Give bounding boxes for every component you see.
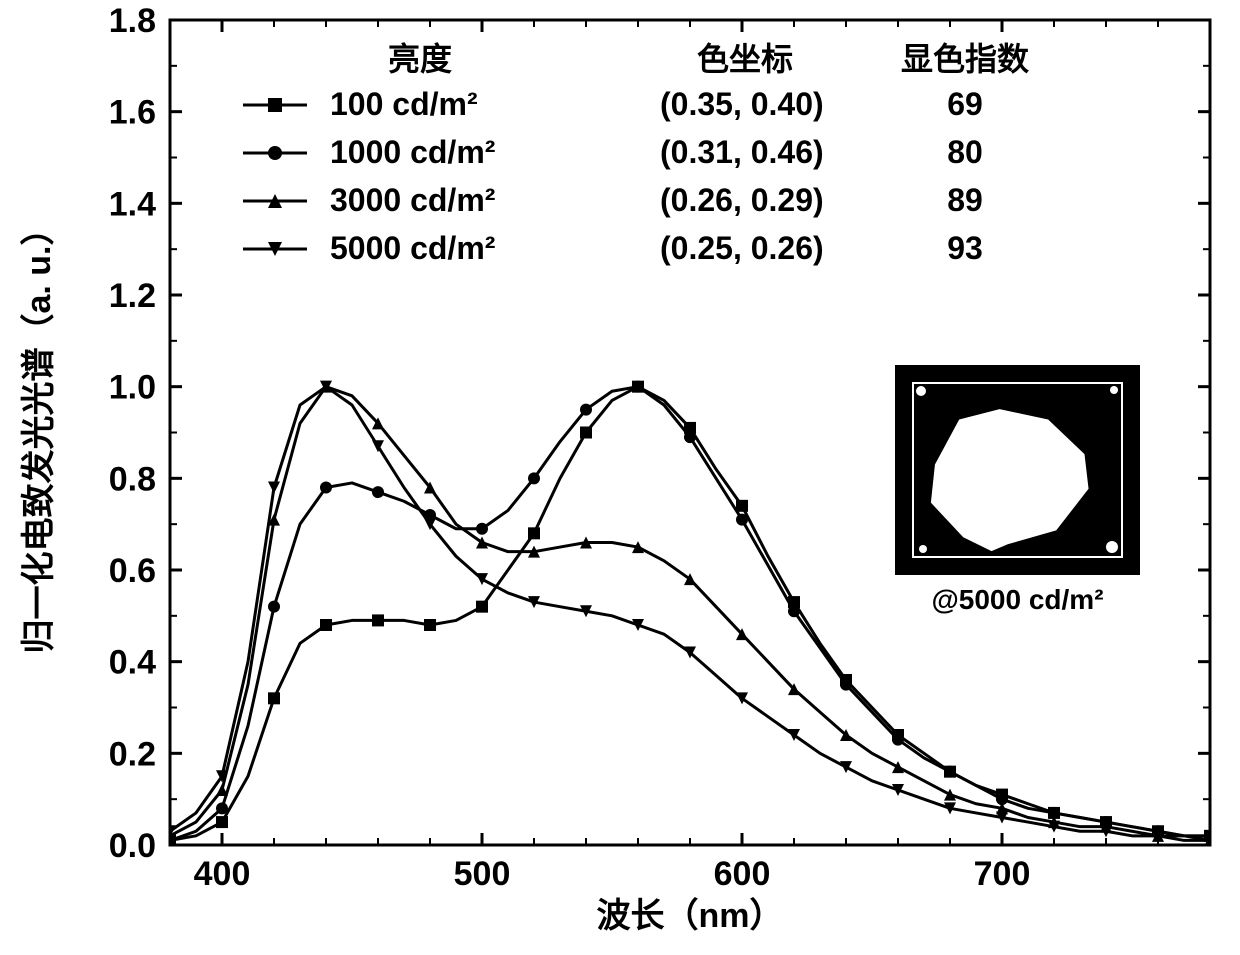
svg-text:1.0: 1.0	[109, 369, 156, 407]
svg-text:100 cd/m²: 100 cd/m²	[330, 86, 478, 122]
svg-text:600: 600	[714, 855, 771, 893]
svg-text:归一化电致发光光谱（a. u.）: 归一化电致发光光谱（a. u.）	[19, 211, 58, 653]
svg-text:(0.26, 0.29): (0.26, 0.29)	[660, 182, 824, 218]
svg-text:89: 89	[947, 182, 983, 218]
svg-text:(0.35, 0.40): (0.35, 0.40)	[660, 86, 824, 122]
svg-text:(0.25, 0.26): (0.25, 0.26)	[660, 230, 824, 266]
svg-text:0.4: 0.4	[109, 644, 156, 682]
svg-text:3000 cd/m²: 3000 cd/m²	[330, 182, 495, 218]
chart-container: 400 500 600 700 0.0 0.2 0.4 0.6 0.8 1.0 1.2 1.4 1.6 1…	[0, 0, 1240, 955]
svg-text:0.8: 0.8	[109, 460, 156, 498]
svg-text:5000 cd/m²: 5000 cd/m²	[330, 230, 495, 266]
svg-text:显色指数: 显色指数	[901, 41, 1030, 77]
svg-text:80: 80	[947, 134, 983, 170]
svg-text:0.0: 0.0	[109, 827, 156, 865]
svg-text:69: 69	[947, 86, 983, 122]
svg-text:0.2: 0.2	[109, 735, 156, 773]
svg-text:93: 93	[947, 230, 983, 266]
chart-svg: 400 500 600 700 0.0 0.2 0.4 0.6 0.8 1.0 1.2 1.4 1.6 1…	[0, 0, 1240, 955]
svg-text:@5000 cd/m²: @5000 cd/m²	[931, 584, 1103, 615]
svg-text:1000 cd/m²: 1000 cd/m²	[330, 134, 495, 170]
svg-text:色坐标: 色坐标	[697, 41, 793, 77]
svg-text:波长（nm）: 波长（nm）	[597, 896, 784, 935]
svg-text:0.6: 0.6	[109, 552, 156, 590]
svg-text:1.2: 1.2	[109, 277, 156, 315]
svg-text:500: 500	[454, 855, 511, 893]
svg-text:(0.31, 0.46): (0.31, 0.46)	[660, 134, 824, 170]
svg-text:亮度: 亮度	[388, 41, 452, 77]
svg-text:400: 400	[194, 855, 251, 893]
svg-text:1.8: 1.8	[109, 2, 156, 40]
svg-text:1.6: 1.6	[109, 94, 156, 132]
svg-text:700: 700	[974, 855, 1031, 893]
svg-text:1.4: 1.4	[109, 185, 156, 223]
